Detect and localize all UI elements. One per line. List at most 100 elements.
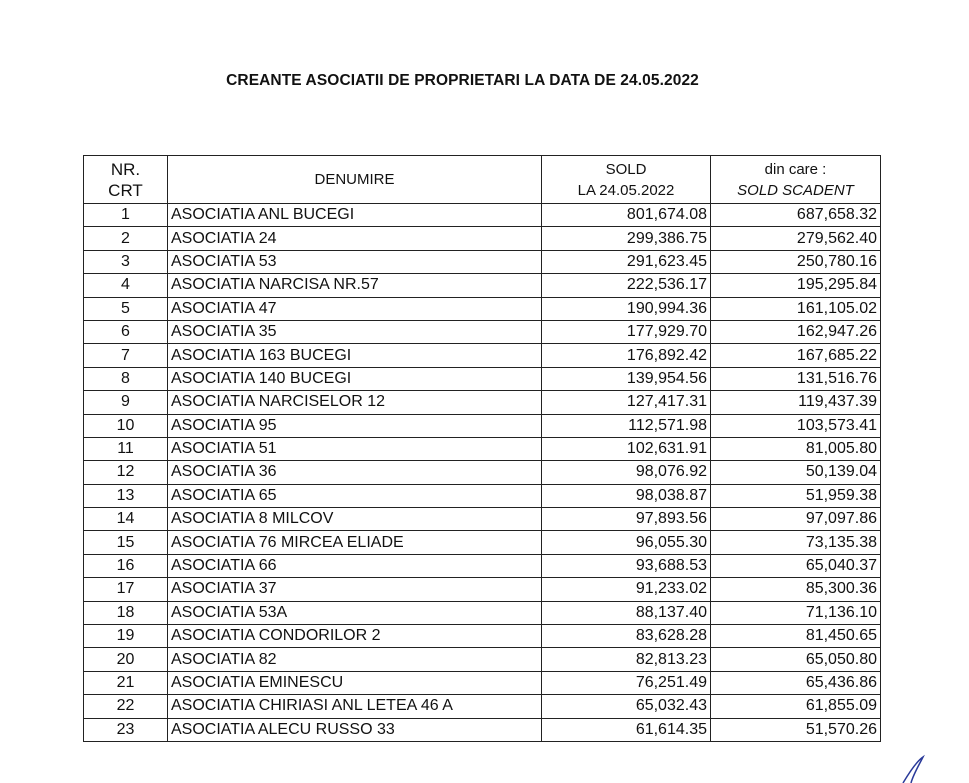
- association-name: ASOCIATIA 163 BUCEGI: [167, 343, 542, 368]
- table-row: 6 ASOCIATIA 35 177,929.70 162,947.26: [83, 319, 881, 345]
- sold-total: 65,032.43: [541, 694, 711, 719]
- table-row: 16 ASOCIATIA 66 93,688.53 65,040.37: [83, 553, 881, 579]
- association-name: ASOCIATIA CONDORILOR 2: [167, 624, 542, 649]
- table-row: 18 ASOCIATIA 53A 88,137.40 71,136.10: [83, 600, 881, 626]
- sold-scadent: 119,437.39: [710, 390, 881, 415]
- sold-total: 98,076.92: [541, 460, 711, 485]
- sold-scadent: 195,295.84: [710, 273, 881, 298]
- row-number: 13: [83, 483, 168, 509]
- association-name: ASOCIATIA 66: [167, 553, 542, 579]
- sold-total: 102,631.91: [541, 436, 711, 462]
- row-number: 6: [83, 319, 168, 345]
- table-row: 14 ASOCIATIA 8 MILCOV 97,893.56 97,097.86: [83, 507, 881, 532]
- table-row: 20 ASOCIATIA 82 82,813.23 65,050.80: [83, 647, 881, 672]
- sold-total: 98,038.87: [541, 483, 711, 509]
- sold-total: 190,994.36: [541, 296, 711, 321]
- row-number: 19: [83, 624, 168, 649]
- association-name: ASOCIATIA 65: [167, 483, 542, 509]
- row-number: 9: [83, 390, 168, 415]
- sold-scadent: 65,040.37: [710, 553, 881, 579]
- association-name: ASOCIATIA 36: [167, 460, 542, 485]
- row-number: 15: [83, 530, 168, 555]
- header-nr-line1: NR.: [110, 159, 141, 179]
- table-row: 2 ASOCIATIA 24 299,386.75 279,562.40: [83, 226, 881, 251]
- sold-total: 127,417.31: [541, 390, 711, 415]
- header-denumire: DENUMIRE: [167, 155, 542, 204]
- association-name: ASOCIATIA 76 MIRCEA ELIADE: [167, 530, 542, 555]
- association-name: ASOCIATIA ANL BUCEGI: [167, 202, 542, 228]
- row-number: 8: [83, 366, 168, 392]
- sold-total: 82,813.23: [541, 647, 711, 672]
- table-row: 5 ASOCIATIA 47 190,994.36 161,105.02: [83, 296, 881, 321]
- table-row: 21 ASOCIATIA EMINESCU 76,251.49 65,436.86: [83, 670, 881, 696]
- sold-scadent: 279,562.40: [710, 226, 881, 251]
- association-name: ASOCIATIA ALECU RUSSO 33: [167, 717, 542, 742]
- row-number: 5: [83, 296, 168, 321]
- association-name: ASOCIATIA 51: [167, 436, 542, 462]
- header-sold-scadent: din care : SOLD SCADENT: [710, 155, 881, 204]
- sold-total: 299,386.75: [541, 226, 711, 251]
- association-name: ASOCIATIA 8 MILCOV: [167, 507, 542, 532]
- association-name: ASOCIATIA 95: [167, 413, 542, 438]
- sold-scadent: 161,105.02: [710, 296, 881, 321]
- table-row: 15 ASOCIATIA 76 MIRCEA ELIADE 96,055.30 73,…: [83, 530, 881, 555]
- sold-scadent: 103,573.41: [710, 413, 881, 438]
- sold-scadent: 162,947.26: [710, 319, 881, 345]
- sold-scadent: 687,658.32: [710, 202, 881, 228]
- sold-scadent: 97,097.86: [710, 507, 881, 532]
- row-number: 22: [83, 694, 168, 719]
- association-name: ASOCIATIA 53: [167, 249, 542, 275]
- table-row: 9 ASOCIATIA NARCISELOR 12 127,417.31 119,43…: [83, 390, 881, 415]
- sold-scadent: 73,135.38: [710, 530, 881, 555]
- row-number: 11: [83, 436, 168, 462]
- table-row: 7 ASOCIATIA 163 BUCEGI 176,892.42 167,685.2…: [83, 343, 881, 368]
- association-name: ASOCIATIA 35: [167, 319, 542, 345]
- sold-total: 61,614.35: [541, 717, 711, 742]
- row-number: 18: [83, 600, 168, 626]
- table-row: 23 ASOCIATIA ALECU RUSSO 33 61,614.35 51,57…: [83, 717, 881, 742]
- sold-total: 176,892.42: [541, 343, 711, 368]
- table-row: 12 ASOCIATIA 36 98,076.92 50,139.04: [83, 460, 881, 485]
- table-row: 11 ASOCIATIA 51 102,631.91 81,005.80: [83, 436, 881, 462]
- header-sold-line1: SOLD: [605, 160, 647, 178]
- association-name: ASOCIATIA CHIRIASI ANL LETEA 46 A: [167, 694, 542, 719]
- table-body: 1 ASOCIATIA ANL BUCEGI 801,674.08 687,658.3…: [83, 202, 881, 742]
- sold-scadent: 250,780.16: [710, 249, 881, 275]
- association-name: ASOCIATIA 47: [167, 296, 542, 321]
- sold-total: 96,055.30: [541, 530, 711, 555]
- sold-total: 291,623.45: [541, 249, 711, 275]
- association-name: ASOCIATIA 140 BUCEGI: [167, 366, 542, 392]
- row-number: 12: [83, 460, 168, 485]
- sold-total: 93,688.53: [541, 553, 711, 579]
- table-row: 22 ASOCIATIA CHIRIASI ANL LETEA 46 A 65,03…: [83, 694, 881, 719]
- row-number: 16: [83, 553, 168, 579]
- association-name: ASOCIATIA 37: [167, 577, 542, 602]
- sold-scadent: 65,436.86: [710, 670, 881, 696]
- row-number: 3: [83, 249, 168, 275]
- sold-total: 97,893.56: [541, 507, 711, 532]
- sold-scadent: 61,855.09: [710, 694, 881, 719]
- table-row: 19 ASOCIATIA CONDORILOR 2 83,628.28 81,450.…: [83, 624, 881, 649]
- sold-scadent: 131,516.76: [710, 366, 881, 392]
- row-number: 17: [83, 577, 168, 602]
- row-number: 7: [83, 343, 168, 368]
- table-header-row: NR. CRT DENUMIRE SOLD LA 24.05.2022 din …: [83, 155, 881, 204]
- header-scadent-line1: din care :: [764, 160, 827, 178]
- association-name: ASOCIATIA NARCISA NR.57: [167, 273, 542, 298]
- row-number: 23: [83, 717, 168, 742]
- sold-total: 139,954.56: [541, 366, 711, 392]
- sold-scadent: 81,005.80: [710, 436, 881, 462]
- table-row: 13 ASOCIATIA 65 98,038.87 51,959.38: [83, 483, 881, 509]
- row-number: 14: [83, 507, 168, 532]
- row-number: 21: [83, 670, 168, 696]
- table-row: 1 ASOCIATIA ANL BUCEGI 801,674.08 687,658.3…: [83, 202, 881, 228]
- row-number: 2: [83, 226, 168, 251]
- header-nr-line2: CRT: [108, 180, 143, 200]
- header-sold: SOLD LA 24.05.2022: [541, 155, 711, 204]
- sold-total: 88,137.40: [541, 600, 711, 626]
- signature-mark: [902, 754, 925, 783]
- document-title: CREANTE ASOCIATII DE PROPRIETARI LA DATA…: [226, 72, 699, 89]
- table-row: 3 ASOCIATIA 53 291,623.45 250,780.16: [83, 249, 881, 275]
- sold-total: 76,251.49: [541, 670, 711, 696]
- sold-total: 801,674.08: [541, 202, 711, 228]
